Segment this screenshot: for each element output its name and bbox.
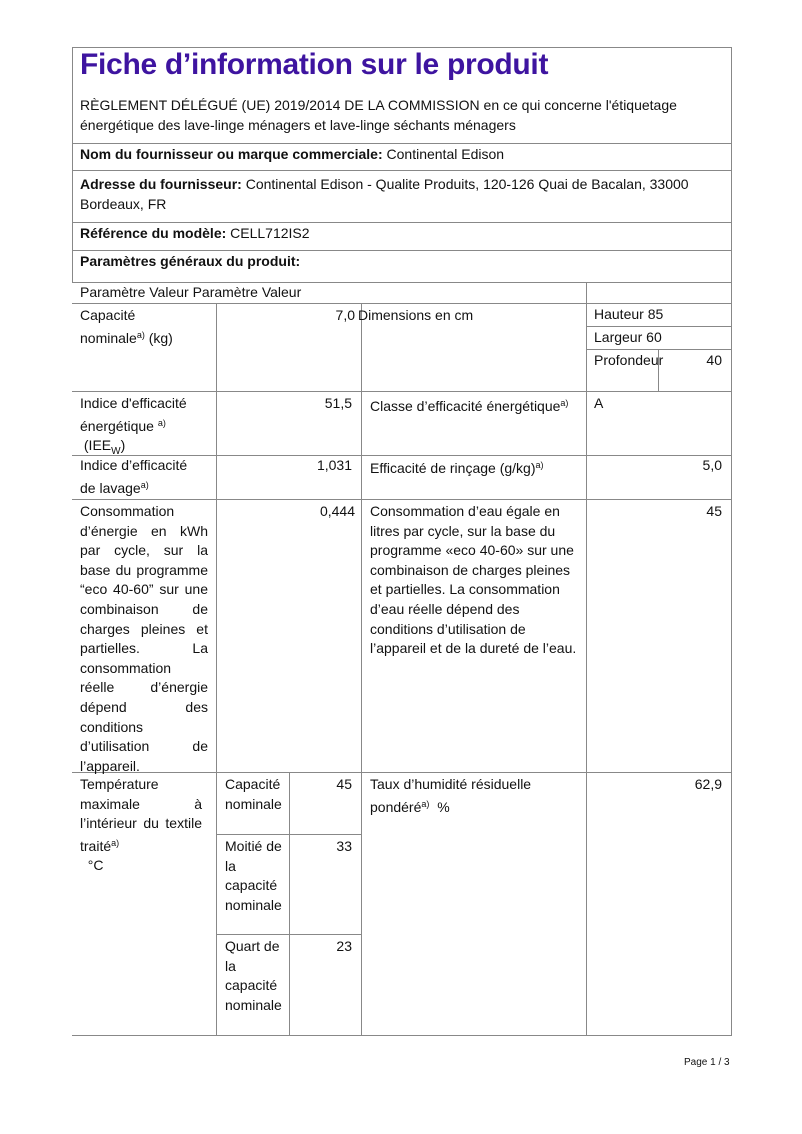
eei-value: 51,5 [324, 395, 352, 411]
energy-class-label-text: Classe d’efficacité énergétique [370, 398, 561, 414]
width-cell: Largeur 60 [594, 328, 662, 348]
divider [72, 303, 732, 304]
width-label: Largeur [594, 329, 643, 345]
moisture-label-text: Taux d’humidité résiduelle pondéré [370, 776, 532, 815]
energy-consumption-label: Consommation d’énergie en kWh par cycle,… [80, 503, 208, 774]
energy-class-label: Classe d’efficacité énergétiquea) [370, 394, 585, 417]
eei-label-text: Indice d'efficacité énergétique [80, 395, 187, 434]
footnote-marker: a) [136, 329, 145, 340]
divider [72, 772, 732, 773]
capacity-label-text: Capacité nominale [80, 307, 137, 346]
divider [361, 303, 362, 1035]
washing-index-label-text: Indice d’efficacité de lavage [80, 457, 188, 496]
temperature-unit: °C [87, 857, 104, 874]
temperature-label: Température maximale à l’intérieur du te… [80, 775, 202, 876]
capacity-label: Capacité nominalea) (kg) [80, 306, 200, 348]
divider [586, 349, 732, 350]
temp-row-half-label: Moitié de la capacité nominale [225, 838, 282, 913]
divider [658, 349, 659, 391]
model-value: CELL712IS2 [230, 225, 310, 241]
energy-consumption-value: 0,444 [319, 503, 355, 519]
divider [72, 143, 732, 144]
eei-label: Indice d'efficacité énergétique a) (IEEW… [80, 395, 187, 457]
temp-row-full-label: Capacité nominale [225, 776, 282, 812]
height-cell: Hauteur 85 [594, 305, 663, 325]
address-value: Continental Edison - Qualite Produits, 1… [80, 176, 689, 212]
table-header: Paramètre Valeur Paramètre Valeur [80, 284, 302, 300]
divider [72, 1035, 732, 1036]
washing-index-label: Indice d’efficacité de lavagea) [80, 456, 202, 498]
width-value: 60 [646, 329, 662, 345]
divider [72, 170, 732, 171]
general-params-heading: Paramètres généraux du produit: [80, 253, 301, 269]
divider [216, 934, 361, 935]
footnote-marker: a) [111, 837, 120, 848]
model-reference: Référence du modèle: CELL712IS2 [80, 224, 720, 244]
page-title: Fiche d’information sur le produit [80, 48, 549, 81]
temp-row-quarter-label: Quart de la capacité nominale [225, 938, 282, 1013]
footnote-marker: a) [535, 460, 544, 470]
divider [72, 499, 732, 500]
divider [72, 47, 732, 48]
regulation-text: RÈGLEMENT DÉLÉGUÉ (UE) 2019/2014 DE LA C… [80, 97, 677, 133]
eei-unit-sub: W [111, 445, 121, 457]
capacity-value: 7,0 [335, 307, 355, 323]
divider [216, 303, 217, 1035]
rinsing-label-text: Efficacité de rinçage (g/kg) [370, 460, 536, 476]
divider [731, 282, 732, 1035]
moisture-value: 62,9 [694, 776, 722, 792]
supplier-label: Nom du fournisseur ou marque commerciale… [80, 146, 383, 162]
divider [72, 282, 732, 283]
capacity-unit: (kg) [148, 329, 173, 346]
washing-index-value: 1,031 [316, 457, 352, 473]
footnote-marker: a) [560, 398, 569, 408]
water-consumption-value: 45 [706, 503, 722, 519]
temperature-label-text: Température maximale à l’intérieur du te… [80, 776, 202, 854]
water-consumption-label: Consommation d’eau égale en litres par c… [370, 503, 577, 657]
divider [72, 47, 73, 283]
temp-row-quarter-value: 23 [336, 938, 352, 954]
footnote-marker: a) [421, 798, 430, 809]
divider [586, 326, 732, 327]
dimensions-label: Dimensions en cm [358, 307, 474, 323]
page-number: Page 1 / 3 [684, 1057, 730, 1068]
temp-row-half-value: 33 [336, 838, 352, 854]
depth-label: Profondeur [594, 352, 664, 368]
rinsing-value: 5,0 [702, 457, 722, 473]
moisture-unit: % [437, 798, 450, 815]
supplier-value: Continental Edison [386, 146, 505, 162]
height-value: 85 [647, 306, 664, 322]
footnote-marker: a) [140, 479, 149, 490]
divider [72, 222, 732, 223]
divider [586, 282, 587, 1035]
moisture-label: Taux d’humidité résiduelle pondéréa) % [370, 775, 582, 817]
model-label: Référence du modèle: [80, 225, 227, 241]
supplier-name: Nom du fournisseur ou marque commerciale… [80, 145, 720, 165]
eei-unit: (IEE [83, 437, 112, 454]
divider [289, 772, 290, 1035]
footnote-marker: a) [157, 417, 166, 428]
divider [72, 455, 732, 456]
depth-value: 40 [706, 352, 722, 368]
divider [72, 250, 732, 251]
temp-row-full-value: 45 [336, 776, 352, 792]
address-label: Adresse du fournisseur: [80, 176, 242, 192]
energy-class-value: A [594, 395, 604, 411]
rinsing-label: Efficacité de rinçage (g/kg)a) [370, 456, 585, 479]
divider [216, 834, 361, 835]
height-label: Hauteur [594, 306, 644, 322]
divider [72, 391, 732, 392]
divider [731, 47, 732, 283]
supplier-address: Adresse du fournisseur: Continental Edis… [80, 175, 720, 214]
